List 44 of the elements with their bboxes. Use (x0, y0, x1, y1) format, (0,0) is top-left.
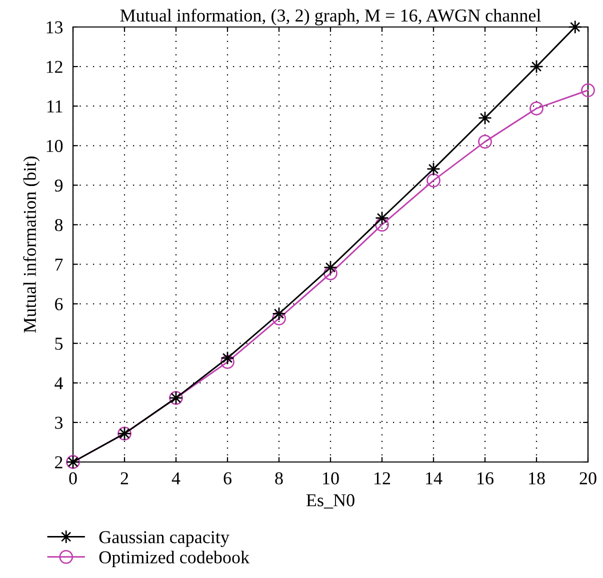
x-axis-title: Es_N0 (306, 494, 354, 509)
point (272, 306, 286, 321)
y-axis-title: Mutual information (bit) (23, 156, 40, 333)
point (568, 20, 582, 34)
legend-label: Optimized codebook (99, 550, 250, 568)
x-tick-label: 0 (69, 472, 77, 484)
y-tick-label: 4 (54, 377, 63, 390)
y-tick-label: 3 (55, 416, 63, 429)
legend-label: Gaussian capacity (99, 531, 230, 547)
x-tick-label: 6 (224, 472, 232, 484)
x-tick-label: 20 (580, 472, 596, 484)
y-tick-label: 12 (46, 60, 62, 73)
point (375, 211, 389, 225)
y-tick-label: 6 (55, 298, 63, 310)
y-tick-label: 8 (54, 218, 63, 232)
point (272, 312, 286, 326)
x-tick-label: 4 (172, 472, 180, 484)
x-tick-label: 8 (275, 472, 283, 484)
point (426, 173, 440, 188)
point (530, 60, 544, 74)
y-tick-label: 13 (46, 21, 63, 34)
point (478, 111, 492, 125)
y-tick-label: 10 (46, 140, 63, 152)
y-tick-label: 11 (47, 100, 62, 112)
x-tick-label: 10 (323, 472, 339, 484)
x-tick-label: 2 (120, 472, 128, 484)
y-tick-label: 2 (55, 456, 62, 468)
point (220, 355, 234, 369)
y-tick-label: 5 (55, 338, 63, 350)
y-tick-label: 7 (55, 258, 63, 271)
point (375, 218, 389, 232)
point (324, 260, 338, 274)
point (324, 266, 338, 280)
x-tick-label: 12 (374, 472, 390, 484)
x-tick-label: 14 (426, 472, 442, 484)
x-tick-label: 16 (478, 472, 494, 484)
point (581, 83, 595, 98)
chart-title: Mutual information, (3, 2) graph, M = 16, AWGN channel (120, 8, 541, 26)
y-tick-label: 9 (54, 179, 63, 192)
point (478, 134, 492, 149)
x-tick-label: 18 (529, 472, 545, 484)
point (426, 162, 440, 176)
point (530, 102, 544, 116)
point (220, 351, 234, 365)
